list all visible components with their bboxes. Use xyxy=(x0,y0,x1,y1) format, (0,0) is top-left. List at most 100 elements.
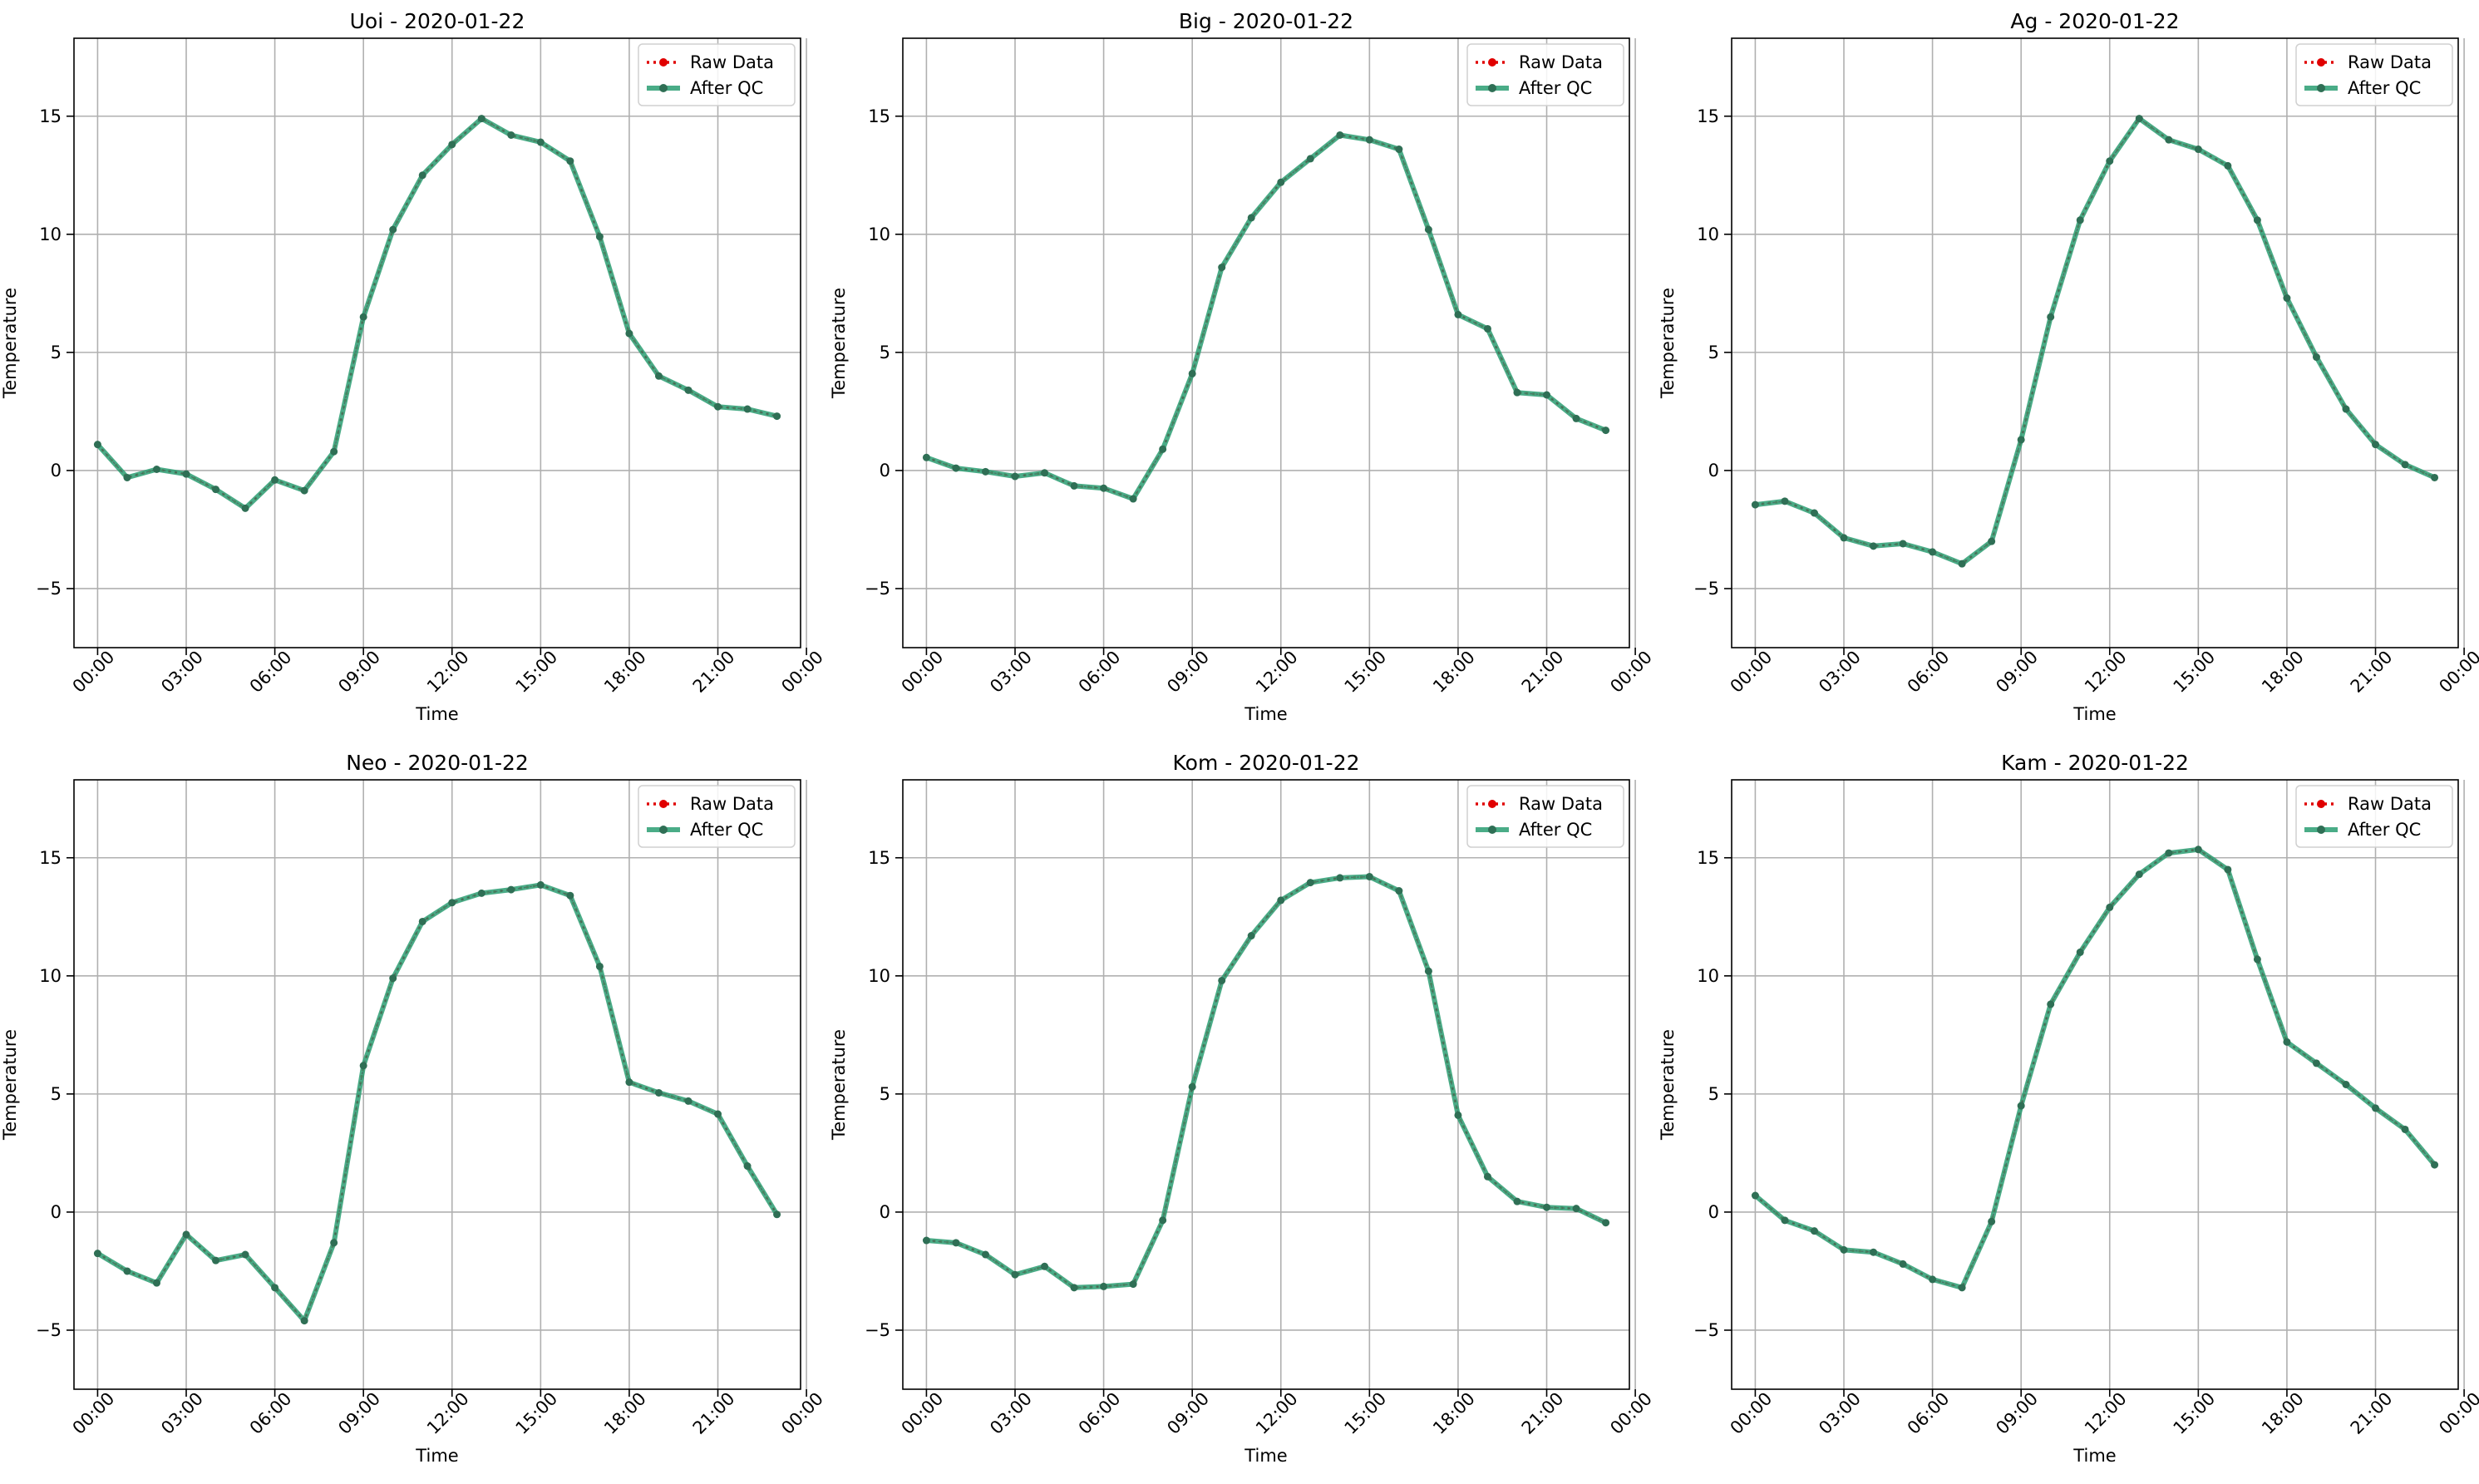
y-tick-label: 10 xyxy=(39,224,62,244)
y-tick-label: 15 xyxy=(1697,106,1719,126)
x-tick-label: 09:00 xyxy=(334,1388,384,1438)
x-tick-label: 15:00 xyxy=(512,647,562,697)
data-point xyxy=(2018,1102,2025,1110)
data-point xyxy=(1366,136,1373,144)
x-axis-label: Time xyxy=(2072,704,2116,724)
legend: Raw Data After QC xyxy=(1467,786,1624,847)
x-tick-label: 06:00 xyxy=(1075,647,1125,697)
data-point xyxy=(1484,325,1491,333)
data-point xyxy=(566,157,574,165)
data-point xyxy=(1425,968,1432,975)
legend-marker-raw-data xyxy=(1488,800,1496,808)
legend-label-after-qc: After QC xyxy=(2348,820,2421,840)
chart-title: Uoi - 2020-01-22 xyxy=(350,9,525,33)
data-point xyxy=(1336,131,1343,139)
data-point xyxy=(596,963,604,970)
data-point xyxy=(1012,1271,1019,1279)
y-tick-label: −5 xyxy=(36,1320,62,1340)
data-point xyxy=(1900,1260,1907,1268)
x-tick-label: 09:00 xyxy=(1992,1388,2042,1438)
data-point xyxy=(2165,136,2172,144)
data-point xyxy=(2431,474,2438,481)
y-tick-label: 0 xyxy=(51,461,62,481)
x-tick-label: 12:00 xyxy=(423,647,473,697)
legend-label-after-qc: After QC xyxy=(2348,78,2421,98)
y-tick-label: 10 xyxy=(868,966,890,986)
data-point xyxy=(1130,1280,1137,1288)
x-tick-label: 03:00 xyxy=(1815,1388,1865,1438)
y-tick-label: 5 xyxy=(51,1084,62,1104)
x-tick-label: 00:00 xyxy=(2435,647,2479,697)
data-point xyxy=(2136,115,2143,122)
plot-area xyxy=(74,780,801,1389)
data-point xyxy=(2077,216,2084,224)
chart-title: Neo - 2020-01-22 xyxy=(346,751,529,775)
data-point xyxy=(1513,389,1520,397)
data-point xyxy=(1454,311,1461,318)
data-point xyxy=(2254,955,2261,963)
x-tick-label: 06:00 xyxy=(1904,1388,1954,1438)
data-point xyxy=(1543,392,1550,399)
x-tick-label: 21:00 xyxy=(2347,1388,2397,1438)
data-point xyxy=(1159,446,1166,453)
data-point xyxy=(1959,560,1966,568)
data-point xyxy=(2136,870,2143,878)
x-tick-label: 12:00 xyxy=(1252,647,1302,697)
y-tick-label: 5 xyxy=(1708,343,1719,362)
data-point xyxy=(1602,1219,1609,1226)
data-point xyxy=(1189,370,1196,377)
y-axis-label: Temperature xyxy=(1658,288,1678,399)
data-point xyxy=(330,1239,338,1246)
y-tick-label: 10 xyxy=(39,966,62,986)
y-tick-label: −5 xyxy=(1693,1320,1719,1340)
data-point xyxy=(2313,353,2320,361)
data-point xyxy=(360,313,367,321)
x-tick-label: 21:00 xyxy=(689,647,739,697)
x-tick-label: 21:00 xyxy=(1518,647,1568,697)
data-point xyxy=(1870,542,1877,550)
plot-area xyxy=(1732,38,2458,648)
data-point xyxy=(1159,1216,1166,1224)
legend-label-raw-data: Raw Data xyxy=(1519,794,1603,814)
legend: Raw Data After QC xyxy=(1467,44,1624,106)
x-tick-label: 09:00 xyxy=(334,647,384,697)
data-point xyxy=(714,1111,722,1118)
data-point xyxy=(507,886,515,894)
data-point xyxy=(2195,846,2202,853)
data-point xyxy=(625,330,633,338)
data-point xyxy=(596,233,604,240)
data-point xyxy=(1841,1246,1848,1254)
x-tick-label: 00:00 xyxy=(898,647,948,697)
data-point xyxy=(419,171,426,179)
x-tick-label: 00:00 xyxy=(1727,1388,1777,1438)
data-point xyxy=(1277,896,1284,904)
data-point xyxy=(478,890,485,897)
data-point xyxy=(153,1279,160,1287)
plot-area xyxy=(903,38,1629,648)
x-tick-label: 03:00 xyxy=(157,1388,207,1438)
data-point xyxy=(1781,1216,1788,1224)
x-tick-label: 18:00 xyxy=(2258,1388,2308,1438)
y-tick-label: 0 xyxy=(880,461,890,481)
legend-marker-raw-data xyxy=(2317,58,2325,67)
data-point xyxy=(2372,1104,2379,1112)
data-point xyxy=(2224,162,2231,170)
data-point xyxy=(923,454,930,461)
x-tick-label: 15:00 xyxy=(512,1388,562,1438)
data-point xyxy=(1307,155,1314,162)
x-tick-label: 03:00 xyxy=(986,647,1036,697)
legend-marker-after-qc xyxy=(659,826,668,834)
x-tick-label: 18:00 xyxy=(600,1388,650,1438)
legend-marker-raw-data xyxy=(2317,800,2325,808)
data-point xyxy=(301,1317,308,1324)
x-tick-label: 00:00 xyxy=(1727,647,1777,697)
y-tick-label: 5 xyxy=(880,343,890,362)
data-point xyxy=(448,141,456,148)
y-tick-label: −5 xyxy=(1693,579,1719,599)
data-point xyxy=(212,1257,219,1265)
figure: 00:00 03:00 06:00 09:00 12:00 15:00 18:00 21:00… xyxy=(0,0,2479,1481)
data-point xyxy=(566,892,574,900)
data-point xyxy=(1484,1173,1491,1181)
data-point xyxy=(714,403,722,411)
data-point xyxy=(2047,313,2054,321)
